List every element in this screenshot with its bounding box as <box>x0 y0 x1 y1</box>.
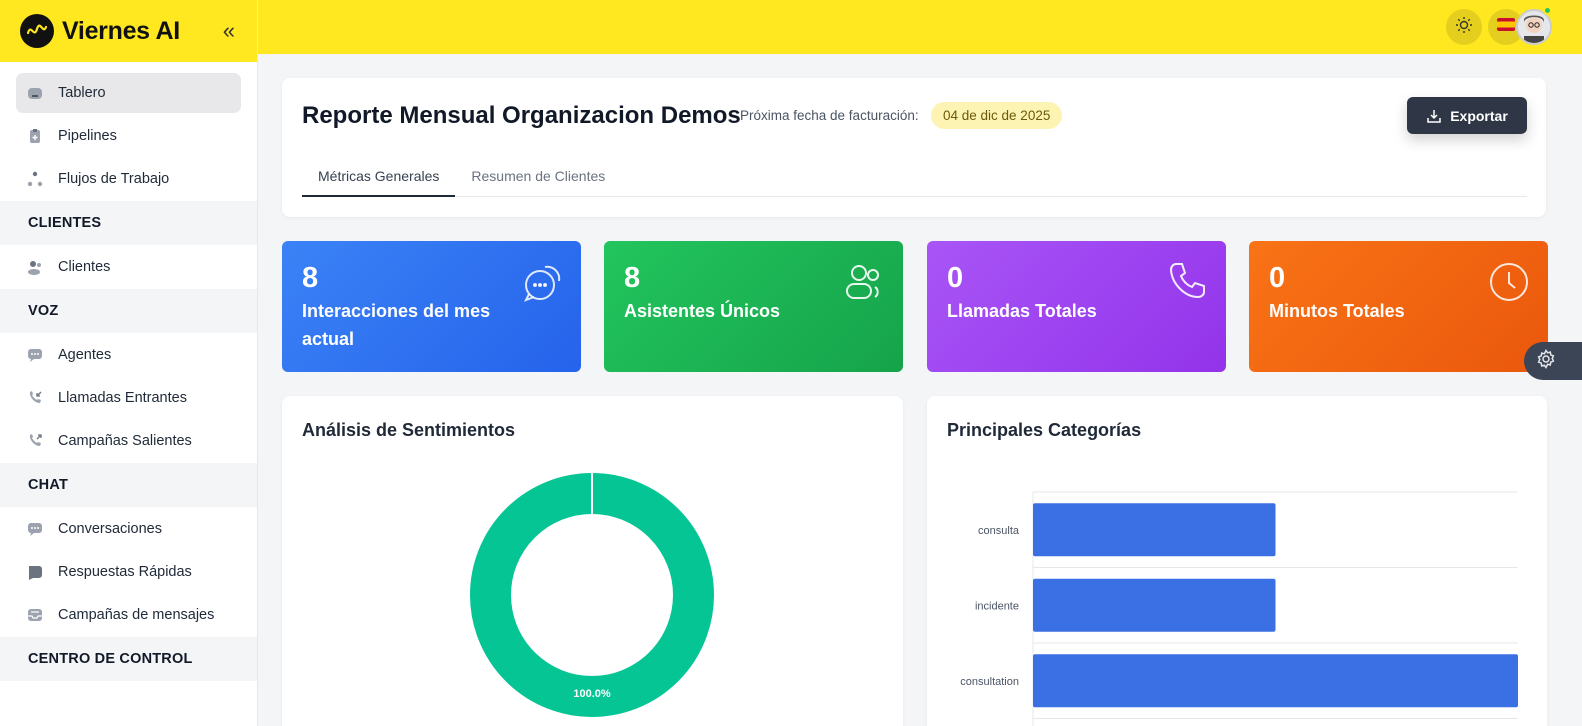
phone-icon <box>1168 261 1208 306</box>
sun-icon <box>1455 16 1473 39</box>
stat-value: 8 <box>302 262 319 294</box>
pipeline-icon <box>26 127 44 145</box>
workflow-icon <box>26 170 44 188</box>
sentiment-panel: Análisis de Sentimientos 100.0% <box>282 396 903 726</box>
sidebar-item-agentes[interactable]: Agentes <box>16 335 241 375</box>
stat-value: 0 <box>1269 262 1286 294</box>
stat-card-interacciones: 8 Interacciones del mes actual <box>282 241 581 372</box>
category-label: consulta <box>978 525 1020 537</box>
collapse-sidebar-icon[interactable]: « <box>222 18 235 43</box>
brand-logo[interactable] <box>20 14 54 48</box>
quick-reply-icon <box>26 563 44 581</box>
billing-date-badge: 04 de dic de 2025 <box>931 102 1063 129</box>
sidebar-item-label: Campañas Salientes <box>58 433 192 449</box>
sidebar-item-label: Flujos de Trabajo <box>58 171 170 187</box>
settings-floating-button[interactable] <box>1524 342 1582 380</box>
gear-icon <box>1536 348 1556 374</box>
stat-card-asistentes: 8 Asistentes Únicos <box>604 241 903 372</box>
category-label: consultation <box>960 676 1019 688</box>
section-centro-de-control: CENTRO DE CONTROL <box>0 637 257 681</box>
section-voz: VOZ <box>0 289 257 333</box>
incoming-call-icon <box>26 389 44 407</box>
slice-label: 100.0% <box>573 688 611 700</box>
report-header-card: Reporte Mensual Organizacion Demos Próxi… <box>282 78 1546 217</box>
brand-name: Viernes AI <box>62 16 180 45</box>
stat-card-minutos: 0 Minutos Totales <box>1249 241 1548 372</box>
export-label: Exportar <box>1450 107 1508 124</box>
bar-consulta[interactable] <box>1033 503 1276 557</box>
stat-label: Llamadas Totales <box>947 301 1097 321</box>
chat-icon <box>26 520 44 538</box>
section-clientes: CLIENTES <box>0 201 257 245</box>
tab-metricas-generales[interactable]: Métricas Generales <box>302 166 456 197</box>
bar-incidente[interactable] <box>1033 578 1276 632</box>
brand-header: Viernes AI « <box>0 0 257 62</box>
sidebar-item-label: Respuestas Rápidas <box>58 564 192 580</box>
topbar <box>258 0 1582 54</box>
sidebar-item-llamadas-entrantes[interactable]: Llamadas Entrantes <box>16 378 241 418</box>
section-chat: CHAT <box>0 463 257 507</box>
donut-slice[interactable] <box>470 473 714 717</box>
categories-bar-chart: consulta incidente consultation <box>960 491 1518 726</box>
sidebar-item-label: Conversaciones <box>58 521 162 537</box>
inbox-icon <box>26 606 44 624</box>
sentiment-donut-chart: 100.0% <box>470 473 714 717</box>
billing-label: Próxima fecha de facturación: <box>740 108 919 123</box>
sidebar-item-respuestas-rapidas[interactable]: Respuestas Rápidas <box>16 552 241 592</box>
sidebar-item-label: Agentes <box>58 347 112 363</box>
agent-icon <box>26 346 44 364</box>
sidebar-item-tablero[interactable]: Tablero <box>16 73 241 113</box>
chat-bubbles-icon <box>521 261 563 308</box>
sidebar-item-campanas-mensajes[interactable]: Campañas de mensajes <box>16 595 241 635</box>
sidebar-item-clientes[interactable]: Clientes <box>16 247 241 287</box>
sidebar-item-label: Clientes <box>58 259 111 275</box>
categories-panel: Principales Categorías consulta incidente… <box>927 396 1547 726</box>
page-title: Reporte Mensual Organizacion Demos <box>302 102 741 129</box>
stat-label: Asistentes Únicos <box>624 301 781 321</box>
clock-icon <box>1488 261 1530 308</box>
sidebar-item-flujos[interactable]: Flujos de Trabajo <box>16 159 241 199</box>
panel-title: Análisis de Sentimientos <box>302 420 516 440</box>
stat-value: 8 <box>624 262 641 294</box>
sidebar-item-label: Campañas de mensajes <box>58 607 215 623</box>
category-label: incidente <box>975 600 1019 612</box>
stat-card-llamadas: 0 Llamadas Totales <box>927 241 1226 372</box>
sidebar-item-conversaciones[interactable]: Conversaciones <box>16 509 241 549</box>
tab-bar: Métricas Generales Resumen de Clientes <box>302 166 1527 197</box>
sidebar-item-pipelines[interactable]: Pipelines <box>16 116 241 156</box>
stat-label: Minutos Totales <box>1269 301 1405 321</box>
download-icon <box>1427 109 1441 123</box>
users-icon <box>26 258 44 276</box>
panel-title: Principales Categorías <box>947 420 1142 440</box>
tab-resumen-clientes[interactable]: Resumen de Clientes <box>471 168 606 184</box>
sidebar-item-label: Pipelines <box>58 128 117 144</box>
online-status-dot <box>1543 6 1552 15</box>
sidebar-item-label: Llamadas Entrantes <box>58 390 187 406</box>
sidebar-item-label: Tablero <box>58 85 106 101</box>
stat-value: 0 <box>947 262 964 294</box>
users-icon <box>843 261 885 308</box>
avatar[interactable] <box>1516 9 1552 45</box>
outgoing-call-icon <box>26 432 44 450</box>
sidebar: Viernes AI « Tablero Pipelines Flujos de… <box>0 0 258 726</box>
dashboard-icon <box>26 84 44 102</box>
language-button[interactable] <box>1488 9 1524 45</box>
export-button[interactable]: Exportar <box>1407 97 1527 134</box>
spain-flag-icon <box>1497 18 1515 36</box>
theme-toggle-button[interactable] <box>1446 9 1482 45</box>
bar-consultation[interactable] <box>1033 654 1518 708</box>
stat-label: Interacciones del mes actual <box>302 301 491 349</box>
sidebar-item-campanas-salientes[interactable]: Campañas Salientes <box>16 421 241 461</box>
